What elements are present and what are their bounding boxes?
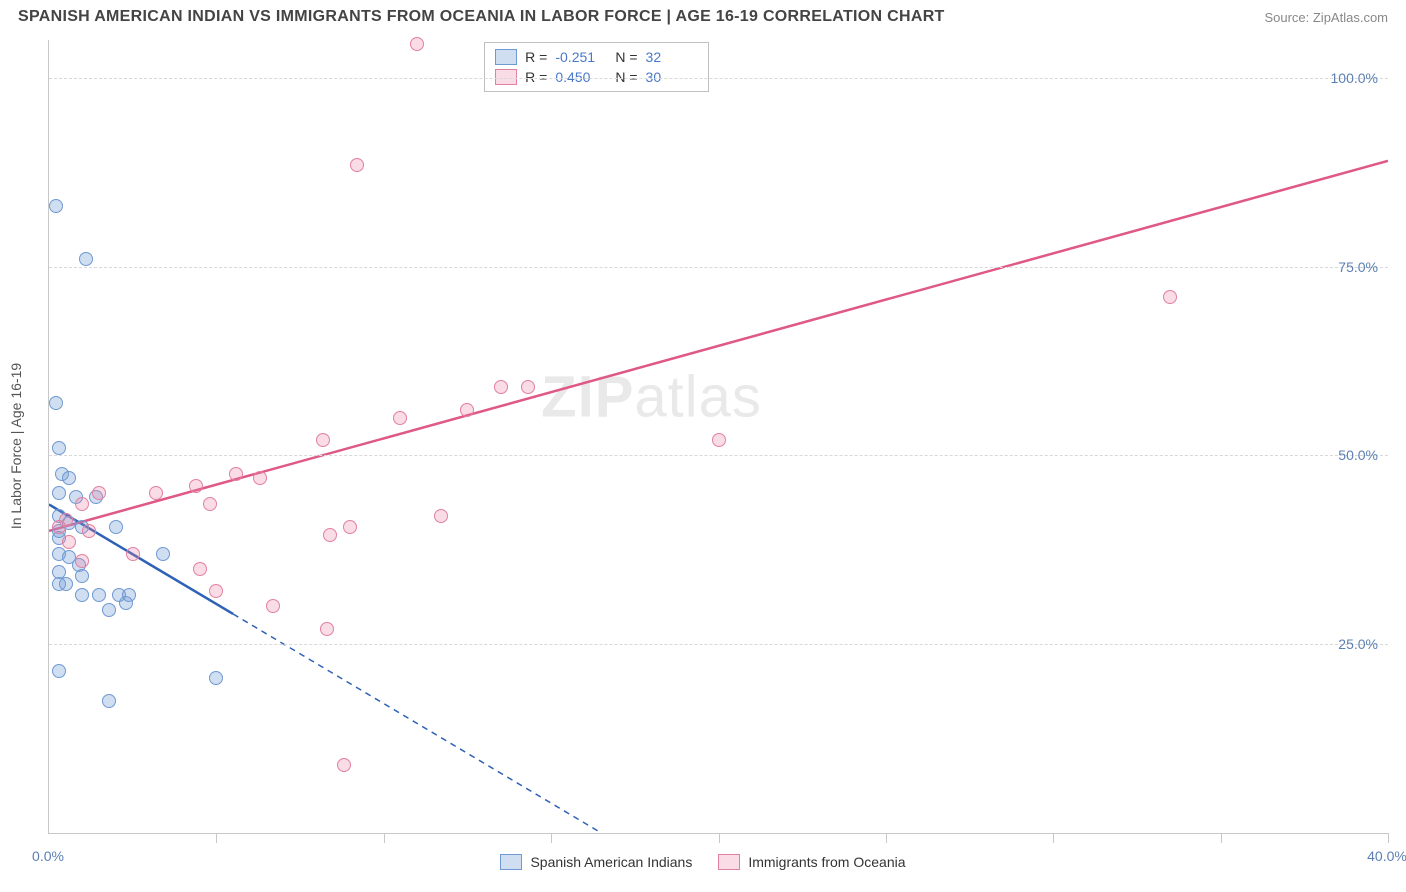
scatter-point bbox=[82, 524, 96, 538]
scatter-point bbox=[75, 497, 89, 511]
legend-swatch bbox=[718, 854, 740, 870]
legend-correlation: R =-0.251N =32R =0.450N =30 bbox=[484, 42, 708, 92]
x-tick-mark bbox=[551, 833, 552, 843]
scatter-point bbox=[59, 577, 73, 591]
scatter-point bbox=[156, 547, 170, 561]
chart-header: SPANISH AMERICAN INDIAN VS IMMIGRANTS FR… bbox=[0, 0, 1406, 32]
scatter-point bbox=[62, 535, 76, 549]
y-tick-label: 100.0% bbox=[1331, 70, 1378, 86]
gridline-horizontal bbox=[49, 78, 1388, 79]
gridline-horizontal bbox=[49, 267, 1388, 268]
scatter-point bbox=[126, 547, 140, 561]
scatter-point bbox=[92, 588, 106, 602]
scatter-point bbox=[350, 158, 364, 172]
scatter-point bbox=[209, 671, 223, 685]
scatter-point bbox=[1163, 290, 1177, 304]
scatter-point bbox=[343, 520, 357, 534]
scatter-point bbox=[49, 199, 63, 213]
scatter-point bbox=[393, 411, 407, 425]
scatter-point bbox=[75, 569, 89, 583]
legend-series-item: Immigrants from Oceania bbox=[718, 854, 905, 870]
chart-title: SPANISH AMERICAN INDIAN VS IMMIGRANTS FR… bbox=[18, 8, 945, 26]
x-tick-mark bbox=[1053, 833, 1054, 843]
scatter-point bbox=[320, 622, 334, 636]
scatter-point bbox=[49, 396, 63, 410]
scatter-point bbox=[75, 554, 89, 568]
x-tick-mark bbox=[1388, 833, 1389, 843]
legend-r-value: -0.251 bbox=[555, 49, 607, 65]
legend-swatch bbox=[500, 854, 522, 870]
scatter-point bbox=[189, 479, 203, 493]
scatter-point bbox=[460, 403, 474, 417]
gridline-horizontal bbox=[49, 455, 1388, 456]
scatter-point bbox=[266, 599, 280, 613]
x-tick-mark bbox=[1221, 833, 1222, 843]
scatter-point bbox=[149, 486, 163, 500]
scatter-point bbox=[62, 471, 76, 485]
scatter-point bbox=[102, 603, 116, 617]
scatter-point bbox=[337, 758, 351, 772]
watermark-bold: ZIP bbox=[541, 364, 634, 429]
scatter-point bbox=[229, 467, 243, 481]
legend-n-label: N = bbox=[615, 49, 637, 65]
scatter-point bbox=[712, 433, 726, 447]
gridline-horizontal bbox=[49, 644, 1388, 645]
scatter-point bbox=[193, 562, 207, 576]
scatter-point bbox=[52, 486, 66, 500]
legend-swatch bbox=[495, 49, 517, 65]
scatter-point bbox=[102, 694, 116, 708]
x-tick-label: 40.0% bbox=[1367, 848, 1406, 864]
chart-plot-area: ZIPatlas R =-0.251N =32R =0.450N =30 25.… bbox=[48, 40, 1388, 834]
scatter-point bbox=[323, 528, 337, 542]
scatter-point bbox=[494, 380, 508, 394]
scatter-point bbox=[119, 596, 133, 610]
y-axis-label: In Labor Force | Age 16-19 bbox=[8, 363, 24, 529]
scatter-point bbox=[52, 520, 66, 534]
x-tick-mark bbox=[384, 833, 385, 843]
legend-correlation-row: R = -0.251 N = 32 bbox=[495, 47, 697, 67]
legend-series-label: Immigrants from Oceania bbox=[748, 854, 905, 870]
legend-series: Spanish American Indians Immigrants from … bbox=[0, 854, 1406, 870]
scatter-point bbox=[410, 37, 424, 51]
x-tick-mark bbox=[719, 833, 720, 843]
scatter-point bbox=[521, 380, 535, 394]
scatter-point bbox=[209, 584, 223, 598]
scatter-point bbox=[434, 509, 448, 523]
scatter-point bbox=[203, 497, 217, 511]
y-tick-label: 25.0% bbox=[1338, 636, 1378, 652]
scatter-point bbox=[75, 588, 89, 602]
scatter-point bbox=[92, 486, 106, 500]
watermark: ZIPatlas bbox=[541, 363, 762, 430]
scatter-point bbox=[316, 433, 330, 447]
legend-series-item: Spanish American Indians bbox=[500, 854, 692, 870]
legend-n-value: 32 bbox=[646, 49, 698, 65]
x-tick-mark bbox=[886, 833, 887, 843]
scatter-point bbox=[109, 520, 123, 534]
scatter-point bbox=[52, 441, 66, 455]
scatter-point bbox=[253, 471, 267, 485]
x-tick-label: 0.0% bbox=[32, 848, 64, 864]
legend-r-label: R = bbox=[525, 49, 547, 65]
chart-source: Source: ZipAtlas.com bbox=[1264, 10, 1388, 25]
y-tick-label: 75.0% bbox=[1338, 259, 1378, 275]
x-tick-mark bbox=[216, 833, 217, 843]
scatter-point bbox=[79, 252, 93, 266]
y-tick-label: 50.0% bbox=[1338, 447, 1378, 463]
scatter-point bbox=[52, 664, 66, 678]
legend-series-label: Spanish American Indians bbox=[530, 854, 692, 870]
watermark-rest: atlas bbox=[634, 364, 762, 429]
